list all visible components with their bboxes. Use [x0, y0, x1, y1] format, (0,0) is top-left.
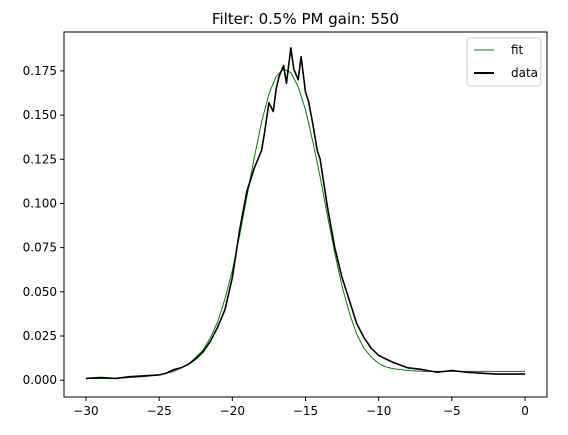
x-tick-label: −20: [220, 404, 245, 418]
x-tick-label: −15: [293, 404, 318, 418]
y-tick-label: 0.100: [23, 196, 57, 210]
legend: fit data: [466, 37, 542, 87]
series-line-data: [85, 47, 526, 380]
y-tick-label: 0.000: [23, 373, 57, 387]
y-tick-label: 0.175: [23, 64, 57, 78]
chart-title: Filter: 0.5% PM gain: 550: [212, 10, 399, 28]
y-tick-label: 0.075: [23, 241, 57, 255]
y-axis: 0.000 0.025 0.050 0.075 0.100 0.125 0.150 0.175: [23, 64, 64, 387]
x-tick-label: −25: [146, 404, 171, 418]
legend-label-data: data: [511, 66, 538, 80]
series-line-fit: [85, 68, 526, 379]
x-axis: −30 −25 −20 −15 −10 −5 0: [73, 397, 529, 418]
x-tick-label: −5: [443, 404, 461, 418]
y-tick-label: 0.025: [23, 329, 57, 343]
legend-label-fit: fit: [511, 43, 524, 57]
series-layer: [85, 47, 526, 380]
y-tick-label: 0.050: [23, 285, 57, 299]
x-tick-label: 0: [521, 404, 529, 418]
plot-area: [63, 31, 548, 398]
y-tick-label: 0.150: [23, 108, 57, 122]
x-tick-label: −30: [73, 404, 98, 418]
y-tick-label: 0.125: [23, 152, 57, 166]
x-tick-label: −10: [366, 404, 391, 418]
